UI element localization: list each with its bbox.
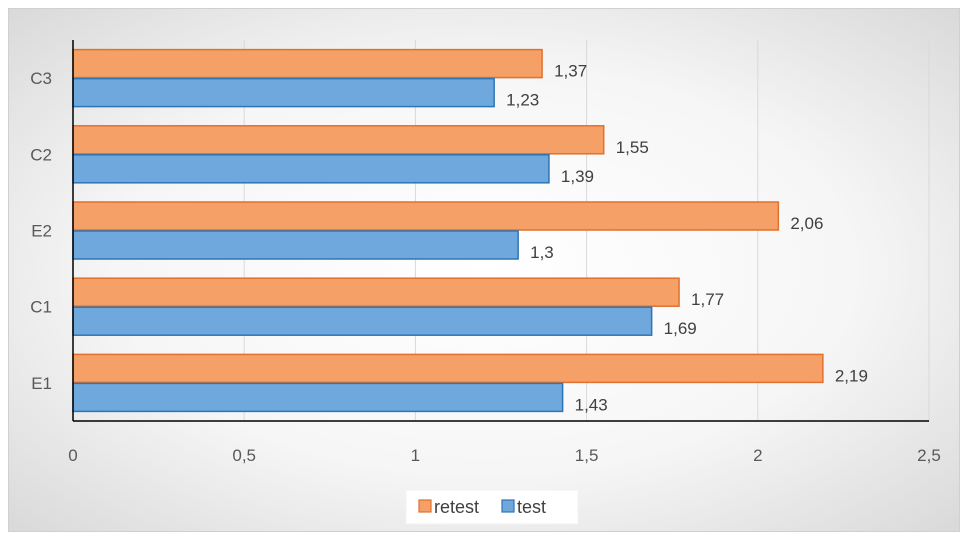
category-label-E1: E1: [31, 374, 52, 393]
x-tick-label: 2,5: [917, 446, 941, 465]
data-label-test-E1: 1,43: [575, 395, 608, 414]
bar-retest-E1: [72, 353, 824, 384]
category-label-C2: C2: [30, 145, 52, 164]
x-tick-label: 1: [411, 446, 420, 465]
bars: [72, 48, 824, 413]
data-label-retest-E1: 2,19: [835, 366, 868, 385]
data-label-test-E2: 1,3: [530, 243, 554, 262]
bar-retest-C1: [72, 277, 680, 307]
data-label-test-C1: 1,69: [664, 319, 697, 338]
bar-test-C3: [72, 77, 495, 108]
x-tick-label: 1,5: [575, 446, 599, 465]
bar-test-E2: [72, 230, 519, 260]
bar-test-C2: [72, 154, 550, 184]
bar-retest-E2: [72, 201, 780, 231]
category-label-E2: E2: [31, 222, 52, 241]
data-label-retest-C2: 1,55: [616, 138, 649, 157]
labels: 0 0,5 1 1,5 2 2,5 2,19 1,43 E1 1,77 1,69 C1 2,06 1,3 E…: [30, 62, 941, 465]
x-tick-label: 2: [753, 446, 762, 465]
legend-label-retest: retest: [434, 497, 479, 517]
bar-test-E1: [72, 382, 564, 413]
legend-swatch-test: [501, 499, 515, 513]
data-label-test-C2: 1,39: [561, 167, 594, 186]
axes: [72, 40, 929, 422]
legend-swatch-retest: [418, 499, 432, 513]
legend-box: [405, 489, 579, 525]
bar-test-C1: [72, 306, 653, 336]
data-label-test-C3: 1,23: [506, 91, 539, 110]
category-label-C3: C3: [30, 69, 52, 88]
legend: retest test: [405, 489, 579, 525]
data-label-retest-E2: 2,06: [790, 214, 823, 233]
data-label-retest-C1: 1,77: [691, 290, 724, 309]
category-label-C1: C1: [30, 298, 52, 317]
data-label-retest-C3: 1,37: [554, 62, 587, 81]
bar-retest-C2: [72, 125, 605, 155]
legend-label-test: test: [517, 497, 546, 517]
x-tick-label: 0: [68, 446, 77, 465]
x-tick-label: 0,5: [232, 446, 256, 465]
bar-retest-C3: [72, 48, 543, 79]
